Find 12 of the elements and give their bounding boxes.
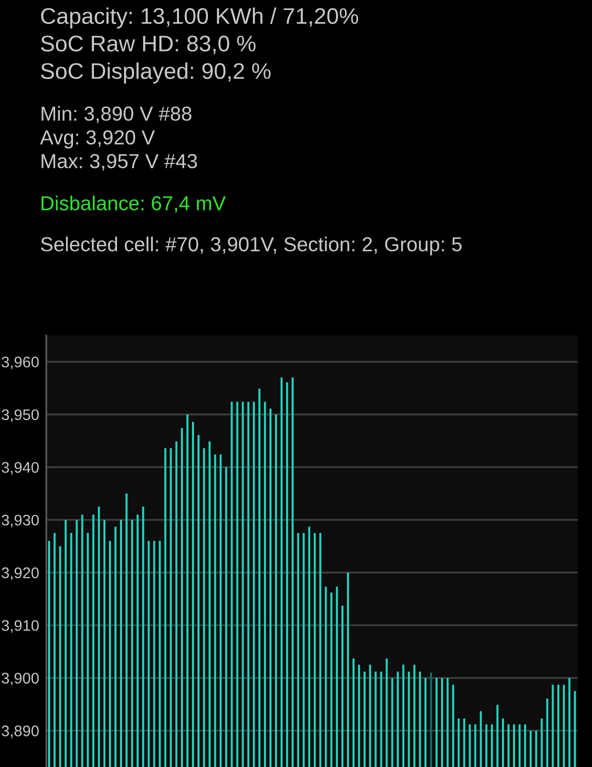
y-tick-label: 3,950	[2, 409, 39, 422]
y-tick-label: 3,960	[2, 356, 39, 370]
text: Disbalance: 67,4 mV	[42, 196, 226, 213]
text: Selected cell: #70, 3,901V, Section: 2, Group: 5	[40, 236, 462, 256]
y-tick-label: 3,910	[2, 620, 39, 633]
y-tick-label: 3,940	[2, 462, 39, 475]
y-tick-label: 3,920	[2, 567, 39, 580]
y-tick-label: 3,900	[2, 672, 39, 686]
chart-subtitle: Min: 3,890 V #88 Avg: 3,920 V Max: 3,957 V #43	[40, 106, 197, 171]
y-tick-label: 3,930	[2, 514, 39, 528]
y-tick-label: 3,890	[2, 726, 39, 738]
chart-title: Capacity: 13,100 KWh / 71,20% SoC Raw HD: 83,0 % SoC Displayed: 90,2 %	[41, 8, 358, 84]
